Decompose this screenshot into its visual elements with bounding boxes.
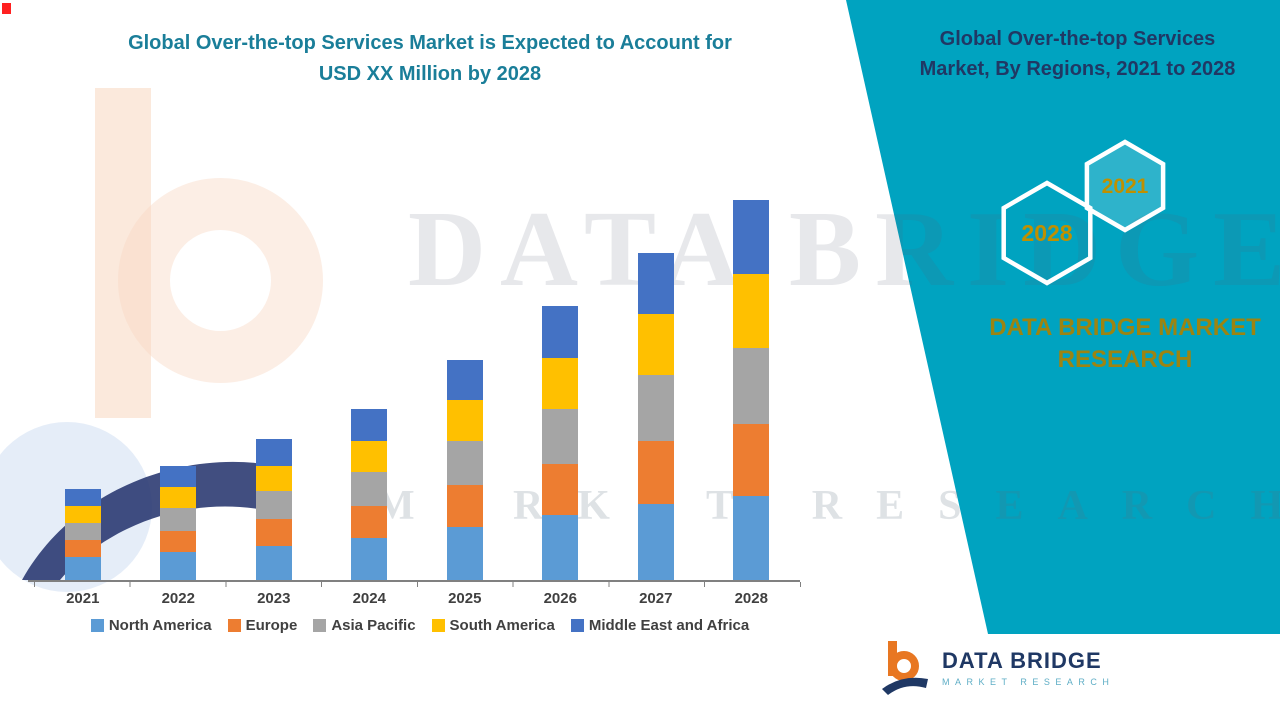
segment-south-america-2022 xyxy=(160,486,197,508)
legend-item-asia-pacific: Asia Pacific xyxy=(313,617,416,634)
x-axis-label-2024: 2024 xyxy=(352,590,386,607)
segment-middle-east-and-africa-2026 xyxy=(542,306,579,358)
segment-europe-2028 xyxy=(733,424,770,497)
x-axis-label-2022: 2022 xyxy=(161,590,195,607)
stacked-bar-2025 xyxy=(446,359,483,580)
segment-north-america-2028 xyxy=(733,496,770,580)
legend-swatch-south-america xyxy=(431,619,445,632)
segment-north-america-2022 xyxy=(160,551,197,580)
legend-label-asia-pacific: Asia Pacific xyxy=(331,617,416,634)
footer-logo-tagline: MARKET RESEARCH xyxy=(942,676,1115,687)
x-axis-label-2028: 2028 xyxy=(734,590,768,607)
legend-label-south-america: South America xyxy=(449,617,555,634)
segment-europe-2023 xyxy=(255,519,292,546)
panel-title: Global Over-the-top Services Market, By … xyxy=(880,24,1275,84)
segment-middle-east-and-africa-2025 xyxy=(446,359,483,400)
chart-headline-line1: Global Over-the-top Services Market is E… xyxy=(128,32,732,54)
legend-swatch-middle-east-and-africa xyxy=(570,619,584,632)
segment-asia-pacific-2023 xyxy=(255,490,292,520)
footer-logo: DATA BRIDGE MARKET RESEARCH xyxy=(878,636,1114,698)
hexagon-badges: 2021 2028 xyxy=(1001,139,1166,286)
segment-north-america-2023 xyxy=(255,545,292,580)
segment-europe-2022 xyxy=(160,530,197,552)
brand-text: DATA BRIDGE MARKET RESEARCH xyxy=(989,314,1261,374)
stacked-bar-2028 xyxy=(733,200,770,580)
x-axis-ticks xyxy=(34,582,801,587)
segment-south-america-2023 xyxy=(255,466,292,491)
segment-asia-pacific-2028 xyxy=(733,348,770,425)
segment-south-america-2025 xyxy=(446,399,483,442)
hexagon-2021 xyxy=(1084,139,1166,233)
segment-middle-east-and-africa-2023 xyxy=(255,439,292,467)
segment-north-america-2027 xyxy=(637,504,674,580)
segment-south-america-2026 xyxy=(542,357,579,410)
legend-swatch-north-america xyxy=(90,619,104,632)
footer-logo-name: DATA BRIDGE xyxy=(942,647,1102,673)
x-axis-label-2027: 2027 xyxy=(639,590,673,607)
x-axis-labels: 2021 2022 2023 2024 2025 2026 2027 2028 xyxy=(35,590,799,607)
segment-asia-pacific-2022 xyxy=(160,507,197,531)
segment-asia-pacific-2026 xyxy=(542,409,579,465)
hexagon-2021-label: 2021 xyxy=(1102,175,1149,198)
segment-asia-pacific-2025 xyxy=(446,441,483,486)
x-axis-label-2023: 2023 xyxy=(257,590,291,607)
panel-title-line2: Market, By Regions, 2021 to 2028 xyxy=(919,58,1236,80)
footer-logo-text: DATA BRIDGE MARKET RESEARCH xyxy=(942,648,1114,687)
segment-europe-2026 xyxy=(542,464,579,516)
stacked-bar-chart xyxy=(35,200,799,580)
segment-middle-east-and-africa-2021 xyxy=(64,488,101,506)
segment-middle-east-and-africa-2028 xyxy=(733,200,770,275)
corner-artifact xyxy=(2,3,11,14)
legend-swatch-europe xyxy=(227,619,241,632)
segment-south-america-2024 xyxy=(351,441,388,472)
stacked-bar-2022 xyxy=(160,466,197,580)
segment-europe-2024 xyxy=(351,505,388,539)
x-axis-label-2021: 2021 xyxy=(66,590,100,607)
stacked-bar-2027 xyxy=(637,253,674,580)
x-axis-label-2026: 2026 xyxy=(543,590,577,607)
x-axis-label-2025: 2025 xyxy=(448,590,482,607)
segment-north-america-2024 xyxy=(351,538,388,580)
segment-europe-2021 xyxy=(64,540,101,558)
segment-south-america-2027 xyxy=(637,314,674,375)
legend-item-middle-east-and-africa: Middle East and Africa xyxy=(570,617,750,634)
x-axis-line xyxy=(28,580,800,582)
segment-europe-2027 xyxy=(637,441,674,504)
segment-asia-pacific-2027 xyxy=(637,374,674,442)
legend-label-north-america: North America xyxy=(108,617,212,634)
legend-label-europe: Europe xyxy=(245,617,298,634)
segment-asia-pacific-2021 xyxy=(64,523,101,541)
segment-middle-east-and-africa-2024 xyxy=(351,409,388,442)
panel-title-line1: Global Over-the-top Services xyxy=(939,28,1216,50)
stacked-bar-2023 xyxy=(255,439,292,580)
segment-asia-pacific-2024 xyxy=(351,471,388,506)
chart-headline: Global Over-the-top Services Market is E… xyxy=(50,28,810,90)
legend-item-europe: Europe xyxy=(227,617,298,634)
legend-swatch-asia-pacific xyxy=(313,619,327,632)
segment-europe-2025 xyxy=(446,485,483,527)
segment-north-america-2025 xyxy=(446,526,483,580)
hexagon-2028-label: 2028 xyxy=(1021,220,1072,246)
legend-item-north-america: North America xyxy=(90,617,212,634)
data-bridge-logo-icon xyxy=(882,641,928,695)
chart-legend: North America Europe Asia Pacific South Ame… xyxy=(20,617,820,634)
stacked-bar-2024 xyxy=(351,409,388,580)
stacked-bar-2026 xyxy=(542,306,579,580)
chart-headline-line2: USD XX Million by 2028 xyxy=(318,63,542,85)
legend-item-south-america: South America xyxy=(431,617,555,634)
segment-middle-east-and-africa-2027 xyxy=(637,253,674,315)
segment-south-america-2021 xyxy=(64,505,101,524)
segment-south-america-2028 xyxy=(733,274,770,349)
segment-middle-east-and-africa-2022 xyxy=(160,466,197,487)
segment-north-america-2021 xyxy=(64,557,101,580)
stacked-bar-2021 xyxy=(64,488,101,580)
legend-label-middle-east-and-africa: Middle East and Africa xyxy=(588,617,750,634)
segment-north-america-2026 xyxy=(542,515,579,580)
